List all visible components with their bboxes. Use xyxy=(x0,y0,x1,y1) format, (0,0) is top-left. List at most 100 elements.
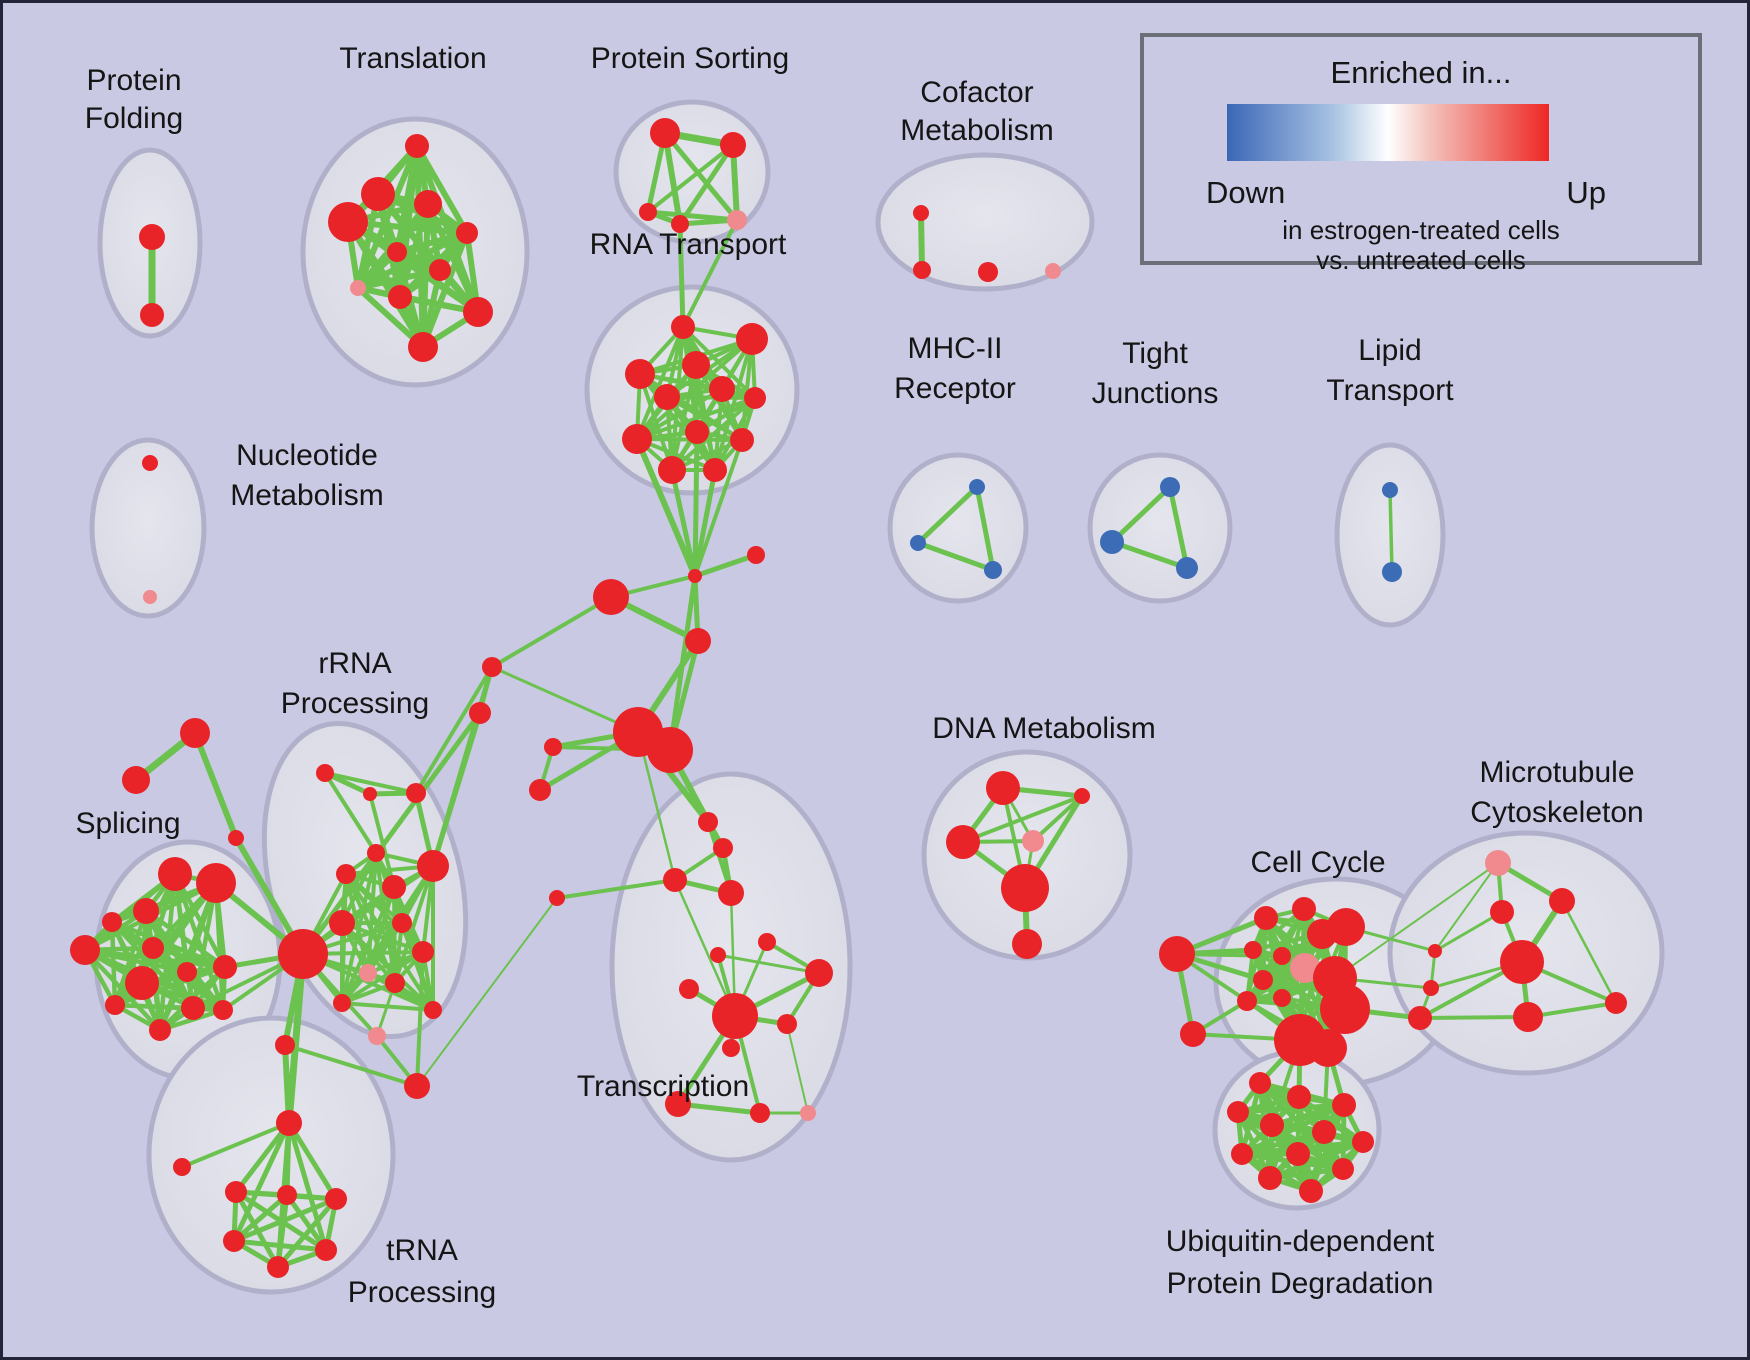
edge-hub0-tx2 xyxy=(636,730,677,882)
cluster-lipid-transport-label: Lipid Transport xyxy=(1326,334,1454,407)
edge-sp5-sp6 xyxy=(150,945,228,970)
node-ub5 xyxy=(1312,1120,1336,1144)
node-cc13 xyxy=(1320,984,1370,1034)
node-cc3 xyxy=(1292,897,1316,921)
edge-rr13-rr14 xyxy=(340,1001,435,1012)
node-rr2 xyxy=(406,783,426,803)
node-tl0 xyxy=(405,134,429,158)
node-sp12 xyxy=(213,1000,233,1020)
node-cf1 xyxy=(913,261,931,279)
nodes-layer xyxy=(70,118,1627,1278)
node-ps4 xyxy=(727,210,747,230)
node-hub1 xyxy=(647,727,693,773)
node-tn3 xyxy=(277,1185,297,1205)
node-ub4 xyxy=(1260,1113,1284,1137)
node-dn0 xyxy=(986,771,1020,805)
edge-rt6-rt7 xyxy=(635,396,757,441)
cluster-trna-processing-label: tRNA Processing xyxy=(348,1234,496,1309)
node-xr0 xyxy=(404,1073,430,1099)
node-tn1 xyxy=(173,1158,191,1176)
node-ub3 xyxy=(1227,1101,1249,1123)
edge-rr5-rr13 xyxy=(340,885,396,1005)
edge-rt10-cn0 xyxy=(669,467,698,579)
edge-rr0-rr2 xyxy=(323,771,418,795)
node-tl9 xyxy=(463,297,493,327)
edge-cn0-hub1 xyxy=(667,573,698,753)
node-cn3 xyxy=(685,628,711,654)
cluster-splicing-label: Splicing xyxy=(75,807,180,840)
node-mt0 xyxy=(1485,850,1511,876)
edge-rr10-rr13 xyxy=(340,921,404,1005)
node-tn5 xyxy=(223,1230,245,1252)
node-cn1 xyxy=(747,546,765,564)
edge-tl6-tl7 xyxy=(355,267,443,291)
edge-cn0-cn1 xyxy=(692,552,759,579)
node-tx8 xyxy=(712,993,758,1039)
node-rt7 xyxy=(622,424,652,454)
edge-rr10-rr12 xyxy=(393,921,404,985)
edge-rr11-rr13 xyxy=(340,950,425,1005)
node-tn6 xyxy=(315,1239,337,1261)
node-pk1 xyxy=(368,1027,386,1045)
node-rr5 xyxy=(382,875,406,899)
node-cc18 xyxy=(1428,944,1442,958)
node-rr6 xyxy=(417,850,449,882)
cluster-cofactor-metabolism-label: Cofactor Metabolism xyxy=(900,76,1053,147)
legend: Enriched in... Down Up in estrogen-treat… xyxy=(1140,33,1702,275)
edge-tn4-tn5 xyxy=(231,1196,339,1244)
edge-xr1-tn0 xyxy=(282,1042,292,1126)
node-cc11 xyxy=(1273,989,1291,1007)
edge-tl2-tl9 xyxy=(425,201,481,315)
cluster-cell-cycle-label: Cell Cycle xyxy=(1250,846,1385,879)
edge-rt0-rt7 xyxy=(635,325,685,441)
node-tx6 xyxy=(805,959,833,987)
node-sp6 xyxy=(213,955,237,979)
node-lp0 xyxy=(1382,482,1398,498)
node-ub1 xyxy=(1287,1085,1311,1109)
node-cc6 xyxy=(1244,941,1262,959)
node-tx5 xyxy=(758,933,776,951)
edge-md1-rr6 xyxy=(430,710,483,869)
cluster-rna-transport-label: RNA Transport xyxy=(590,228,787,261)
edge-xr0-txl xyxy=(416,897,558,1087)
legend-down-label: Down xyxy=(1206,175,1286,210)
node-pf1 xyxy=(140,303,164,327)
edge-tn0-tn2 xyxy=(233,1120,292,1195)
node-cc8 xyxy=(1290,953,1320,983)
edge-mh0-mh2 xyxy=(974,484,996,573)
edge-tn0-tn6 xyxy=(286,1120,329,1253)
node-mh0 xyxy=(969,479,985,495)
node-cc0 xyxy=(1159,936,1195,972)
edge-mh0-mh1 xyxy=(915,484,980,546)
cluster-rrna-processing-label: rRNA Processing xyxy=(281,647,429,720)
labels-layer: Protein Folding Translation Protein Sorting… xyxy=(75,42,1643,1309)
node-rt3 xyxy=(682,351,710,379)
node-mh2 xyxy=(984,561,1002,579)
node-sp7 xyxy=(177,962,197,982)
edge-mt1-mt5 xyxy=(1560,899,1618,1005)
edge-tn3-tn7 xyxy=(275,1192,290,1270)
node-rr1 xyxy=(363,787,377,801)
node-txl xyxy=(549,890,565,906)
legend-caption-line2: vs. untreated cells xyxy=(1316,245,1526,275)
node-dn1 xyxy=(1074,788,1090,804)
edge-rt5-rt7 xyxy=(635,387,724,441)
node-cf0 xyxy=(913,205,929,221)
node-rr9 xyxy=(359,964,377,982)
edge-sp11-sp12 xyxy=(157,1007,226,1033)
edge-md0-hub0 xyxy=(490,665,640,734)
node-tl7 xyxy=(350,280,366,296)
legend-caption-line1: in estrogen-treated cells xyxy=(1282,215,1560,245)
edge-tn5-tn6 xyxy=(231,1238,329,1253)
edge-rr0-rr3 xyxy=(323,771,378,855)
edge-cc16-mt4 xyxy=(1418,1015,1530,1020)
edge-ps3-rt0 xyxy=(677,221,686,330)
node-ps3 xyxy=(671,215,689,233)
node-cc17 xyxy=(1423,980,1439,996)
edge-rr10-rr14 xyxy=(400,921,435,1012)
node-cc15 xyxy=(1309,1029,1347,1067)
node-tl4 xyxy=(456,222,478,244)
node-nm0 xyxy=(142,455,158,471)
